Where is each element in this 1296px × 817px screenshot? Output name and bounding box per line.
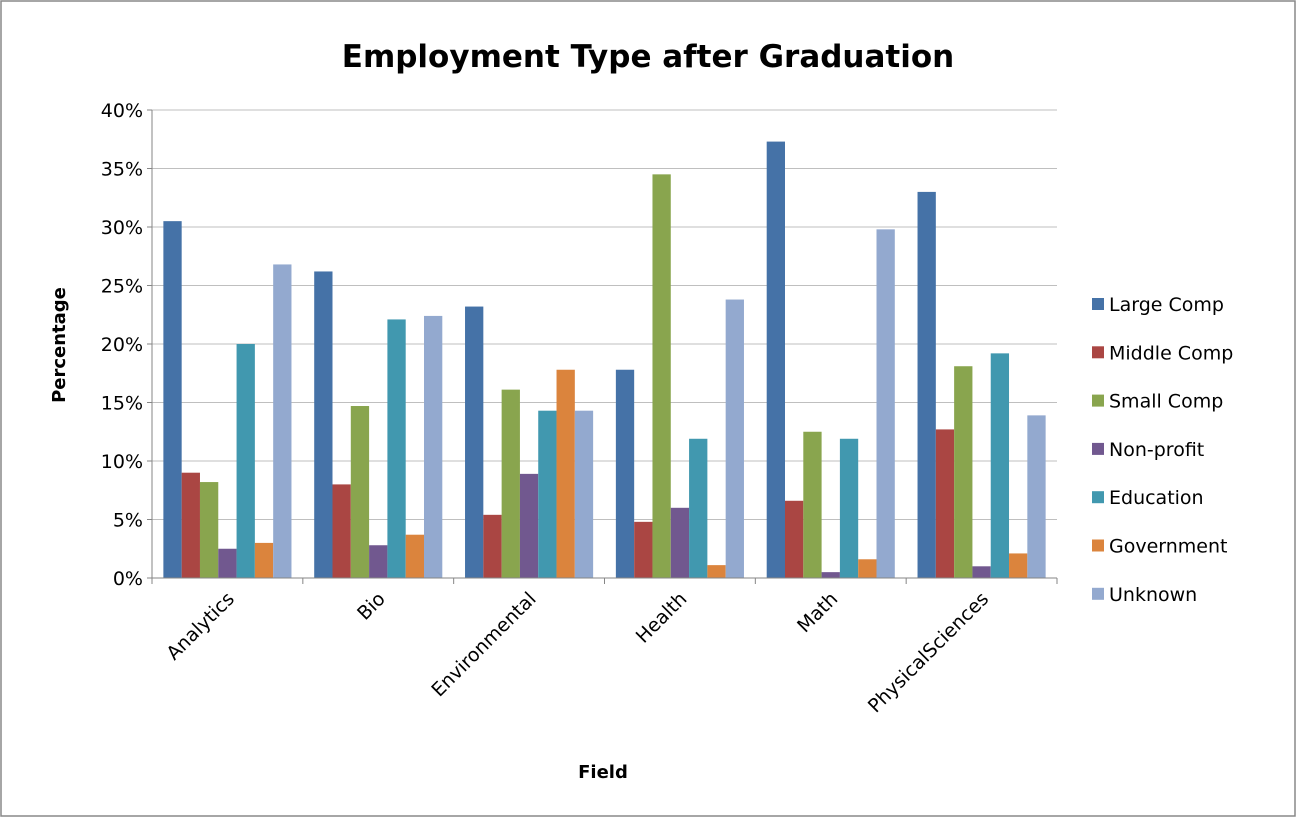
legend-swatch xyxy=(1092,298,1104,310)
bar-large-comp-health xyxy=(615,369,635,578)
bar-unknown-environmental xyxy=(574,410,594,578)
bar-non-profit-environmental xyxy=(519,473,539,578)
bar-unknown-bio xyxy=(424,315,443,578)
bar-small-comp-analytics xyxy=(199,482,219,578)
y-tick-label: 30% xyxy=(101,217,143,239)
bar-education-environmental xyxy=(538,410,557,578)
bar-government-physicalsciences xyxy=(1009,553,1028,578)
legend-swatch xyxy=(1092,587,1104,600)
chart-title: Employment Type after Graduation xyxy=(342,39,954,75)
legend-label: Unknown xyxy=(1109,584,1197,606)
y-tick-label: 10% xyxy=(101,451,143,473)
legend: Large Comp Middle Comp Small Comp Non-profi… xyxy=(1092,294,1233,606)
bar-middle-comp-physicalsciences xyxy=(935,429,955,578)
bar-education-physicalsciences xyxy=(990,353,1010,578)
bar-non-profit-physicalsciences xyxy=(972,566,991,578)
bar-non-profit-analytics xyxy=(218,548,237,578)
bar-government-math xyxy=(858,559,877,578)
legend-swatch xyxy=(1092,442,1104,455)
bar-non-profit-health xyxy=(670,507,690,578)
y-tick-label: 20% xyxy=(101,334,143,356)
y-tick-label: 40% xyxy=(101,100,143,122)
axes xyxy=(147,109,1058,584)
x-axis-title: Field xyxy=(578,762,628,783)
bar-large-comp-physicalsciences xyxy=(917,191,936,578)
legend-label: Government xyxy=(1109,536,1228,558)
y-tick-label: 0% xyxy=(113,568,143,590)
legend-swatch xyxy=(1092,491,1104,504)
bar-small-comp-bio xyxy=(350,406,370,578)
bar-large-comp-bio xyxy=(314,271,333,578)
bar-small-comp-math xyxy=(803,431,822,578)
bar-large-comp-analytics xyxy=(163,221,182,578)
y-tick-label: 25% xyxy=(101,276,143,298)
bar-government-health xyxy=(707,565,726,578)
bar-education-math xyxy=(839,438,859,578)
bar-education-health xyxy=(689,438,708,578)
y-tick-label: 35% xyxy=(101,159,143,181)
bar-unknown-analytics xyxy=(273,264,292,578)
legend-swatch xyxy=(1092,346,1104,359)
bar-education-analytics xyxy=(236,344,255,578)
legend-label: Middle Comp xyxy=(1109,342,1233,364)
bar-small-comp-health xyxy=(652,174,671,578)
bar-small-comp-environmental xyxy=(501,389,520,578)
bar-government-environmental xyxy=(556,369,575,578)
bars xyxy=(163,141,1046,578)
bar-large-comp-math xyxy=(766,141,785,578)
legend-swatch xyxy=(1092,394,1104,407)
bar-middle-comp-math xyxy=(785,500,804,578)
bar-large-comp-environmental xyxy=(465,306,484,578)
legend-label: Education xyxy=(1109,487,1204,509)
legend-label: Large Comp xyxy=(1109,294,1224,316)
bar-middle-comp-environmental xyxy=(483,514,502,578)
bar-unknown-health xyxy=(725,299,744,578)
bar-middle-comp-health xyxy=(634,521,653,578)
bar-middle-comp-analytics xyxy=(181,472,200,578)
bar-government-analytics xyxy=(254,542,274,578)
gridlines xyxy=(152,109,1057,520)
legend-label: Non-profit xyxy=(1109,439,1204,461)
legend-label: Small Comp xyxy=(1109,391,1223,413)
bar-middle-comp-bio xyxy=(332,484,351,578)
bar-unknown-physicalsciences xyxy=(1027,415,1046,578)
y-axis-title: Percentage xyxy=(49,287,70,403)
bar-small-comp-physicalsciences xyxy=(954,366,973,578)
legend-swatch xyxy=(1092,539,1104,552)
bar-education-bio xyxy=(387,319,406,578)
bar-non-profit-bio xyxy=(369,545,388,578)
y-tick-labels: 0% 5% 10% 15% 20% 25% 30% 35% 40% xyxy=(101,100,143,590)
bar-non-profit-math xyxy=(821,572,840,578)
y-tick-label: 5% xyxy=(113,510,143,532)
y-tick-label: 15% xyxy=(101,393,143,415)
bar-government-bio xyxy=(405,534,424,578)
bar-unknown-math xyxy=(876,229,895,578)
